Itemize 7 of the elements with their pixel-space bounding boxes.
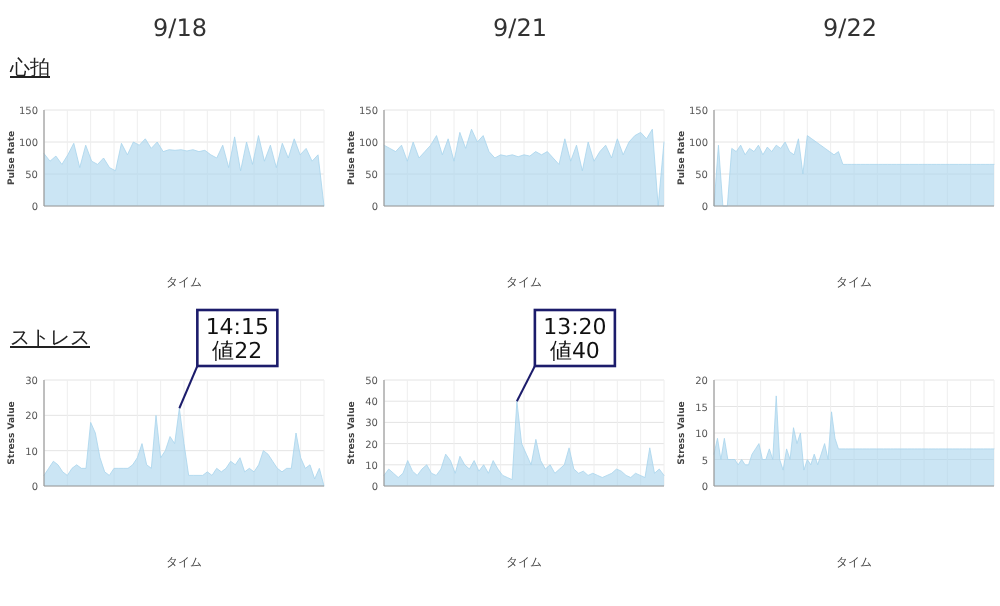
chart-title: 9/21 — [493, 14, 547, 42]
text: 13:20 値40 — [543, 314, 607, 364]
chart-subtitle: 心拍 — [8, 56, 50, 80]
chart-subtitle: ストレス — [10, 328, 90, 350]
text: 14:15 値22 — [205, 314, 270, 364]
chart-title: 9/18 — [153, 14, 207, 42]
chart-title: 9/22 — [823, 14, 877, 42]
